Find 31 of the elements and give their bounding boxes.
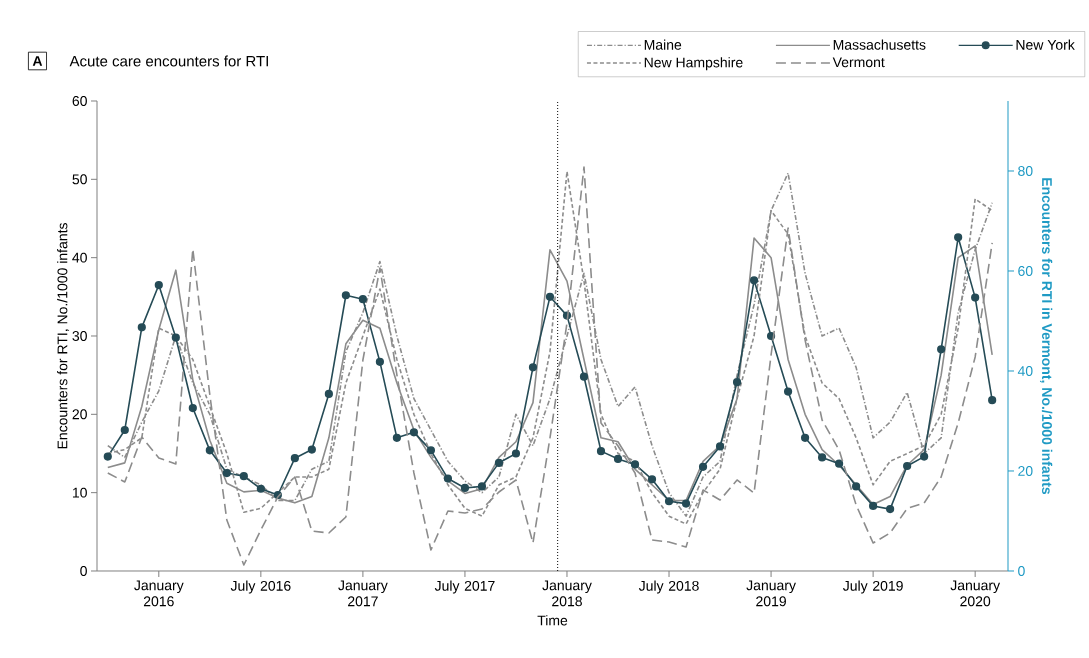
x-tick-label: July 2019	[842, 580, 903, 594]
legend-label: Massachusetts	[833, 39, 926, 50]
x-tick-label: January 2019	[746, 580, 796, 607]
x-tick-label: January 2017	[338, 580, 388, 607]
y-tick-label: 30	[72, 331, 87, 341]
y2-tick-label: 40	[1017, 366, 1033, 376]
legend-label: New York	[1016, 39, 1075, 50]
legend-label: Vermont	[832, 57, 885, 68]
x-tick-label: January 2016	[134, 580, 184, 607]
legend-label: Maine	[644, 39, 682, 50]
y-tick-label: 0	[80, 566, 87, 576]
y-axis-title: Encounters for RTI, No./1000 infants	[57, 223, 70, 449]
x-tick-label: January 2018	[542, 580, 592, 607]
y-tick-label: 20	[72, 409, 87, 420]
x-axis-title: Time	[537, 615, 568, 626]
x-tick-label: July 2017	[434, 580, 495, 594]
y-tick-label: 40	[72, 252, 87, 263]
y2-tick-label: 80	[1018, 166, 1033, 176]
chart-title: Acute care encounters for RTI	[69, 55, 268, 67]
y-tick-label: 10	[72, 487, 87, 498]
legend-label: New Hampshire	[644, 57, 743, 71]
y-tick-label: 60	[72, 96, 87, 106]
x-tick-label: July 2016	[230, 580, 291, 594]
text: A	[32, 56, 43, 66]
x-tick-label: January 2020	[950, 580, 1001, 607]
y2-axis-title: Encounters for RTI in Vermont, No./1000 infants	[1039, 178, 1053, 495]
y-tick-label: 50	[72, 174, 87, 185]
y2-tick-label: 0	[1018, 566, 1025, 576]
y2-tick-label: 60	[1018, 266, 1033, 276]
x-tick-label: July 2018	[638, 580, 699, 594]
y2-tick-label: 20	[1018, 466, 1033, 476]
